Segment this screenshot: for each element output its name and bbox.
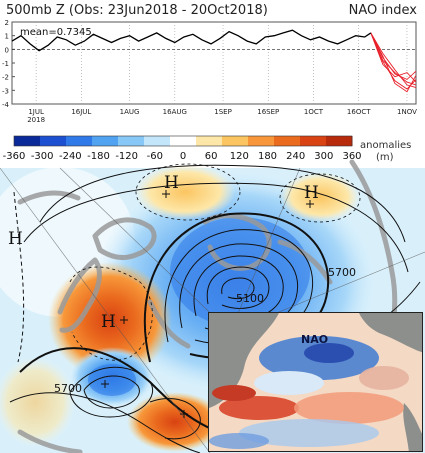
x-tick-label: 16JUL — [71, 108, 91, 116]
x-tick-label: 1SEP — [214, 108, 232, 116]
inset-nao-label: NAO — [301, 333, 329, 346]
graticule — [0, 167, 425, 453]
high-pressure-label: H — [304, 183, 319, 203]
y-tick-label: 0 — [5, 46, 9, 54]
anomaly-shading — [0, 164, 375, 452]
mean-annotation: mean=0.7345 — [20, 27, 92, 38]
colorbar-swatch — [66, 136, 93, 146]
index-name-label: NAO index — [348, 3, 417, 18]
observed-nao-series — [11, 29, 372, 52]
y-tick-label: 1 — [5, 33, 9, 41]
colorbar-swatch — [40, 136, 67, 146]
colorbar-swatch — [170, 136, 197, 146]
center-markers — [101, 190, 314, 418]
anomaly-zero-lines — [69, 163, 361, 361]
nao-index-chart: 210-1-2-3-4 1JUL 16JUL 1AUG 16AUG 1SEP 16SEP 1… — [2, 20, 417, 124]
colorbar-tick-label: 180 — [258, 151, 277, 162]
colorbar-swatch — [248, 136, 275, 146]
plot-frame — [11, 21, 417, 105]
pressure-centers: H H H H — [8, 173, 319, 332]
x-tick-label: 1OCT — [304, 108, 324, 116]
colorbar-swatch — [274, 136, 301, 146]
colorbar-swatch — [118, 136, 145, 146]
x-tick-label: 1JUL — [28, 108, 44, 116]
colorbar-frame — [13, 135, 353, 147]
colorbar-tick-label: 120 — [230, 151, 249, 162]
colorbar-swatch — [92, 136, 119, 146]
y-tick-group: 2 1 0 -1 -2 -3 -4 — [2, 20, 15, 109]
y-tick-label: -3 — [2, 87, 9, 95]
colorbar-swatch — [326, 136, 353, 146]
high-pressure-label: H — [8, 229, 23, 249]
forecast-member-line — [370, 32, 417, 86]
colorbar-unit: (m) — [376, 152, 394, 163]
colorbar-swatch — [222, 136, 249, 146]
colorbar-tick-label: 240 — [286, 151, 305, 162]
contour-label: 5100 — [236, 292, 264, 305]
x-year-label: 2018 — [27, 116, 45, 124]
colorbar-tick-label: -360 — [3, 151, 26, 162]
chart-title: 500mb Z (Obs: 23Jun2018 - 20Oct2018) — [6, 3, 268, 18]
colorbar-label: anomalies — [360, 140, 411, 151]
x-tick-label: 16OCT — [347, 108, 371, 116]
colorbar-tick-label: 60 — [205, 151, 218, 162]
sst-inset-graphic — [209, 313, 422, 451]
x-tick-label: 16AUG — [163, 108, 187, 116]
sst-inset-image: NAO — [208, 312, 423, 452]
forecast-member-line — [370, 32, 417, 83]
forecast-member-line — [370, 32, 417, 93]
colorbar-tick-label: -60 — [147, 151, 163, 162]
colorbar-tick-label: -180 — [87, 151, 110, 162]
forecast-ensemble — [370, 32, 417, 93]
x-tick-group: 1JUL 16JUL 1AUG 16AUG 1SEP 16SEP 1OCT 16OCT 1NOV… — [27, 108, 417, 124]
y-tick-label: -1 — [2, 60, 9, 68]
y-tick-label: -2 — [2, 74, 9, 82]
colorbar-tick-label: 360 — [342, 151, 361, 162]
colorbar: -360 -300 -240 -180 -120 -60 0 60 120 180 240 300 36… — [3, 135, 362, 162]
y-tick-label: 2 — [5, 20, 9, 27]
contour-label: 5700 — [328, 266, 356, 279]
contour-label: 5700 — [54, 382, 82, 395]
chart-header: 500mb Z (Obs: 23Jun2018 - 20Oct2018) NAO… — [0, 0, 425, 22]
colorbar-tick-label: 300 — [314, 151, 333, 162]
high-pressure-label: H — [164, 173, 179, 193]
colorbar-swatch — [14, 136, 41, 146]
contour-labels: 5700 5100 5700 — [54, 266, 356, 395]
colorbar-tick-label: -120 — [115, 151, 138, 162]
x-tick-label: 1AUG — [120, 108, 140, 116]
colorbar-tick-label: -240 — [59, 151, 82, 162]
y-tick-label: -4 — [2, 101, 10, 109]
x-tick-label: 16SEP — [257, 108, 279, 116]
high-pressure-label: H — [101, 312, 116, 332]
colorbar-swatch — [144, 136, 171, 146]
colorbar-swatch — [196, 136, 223, 146]
colorbar-tick-label: 0 — [180, 151, 186, 162]
colorbar-tick-label: -300 — [31, 151, 54, 162]
x-tick-label: 1NOV — [397, 108, 417, 116]
colorbar-swatch — [300, 136, 327, 146]
